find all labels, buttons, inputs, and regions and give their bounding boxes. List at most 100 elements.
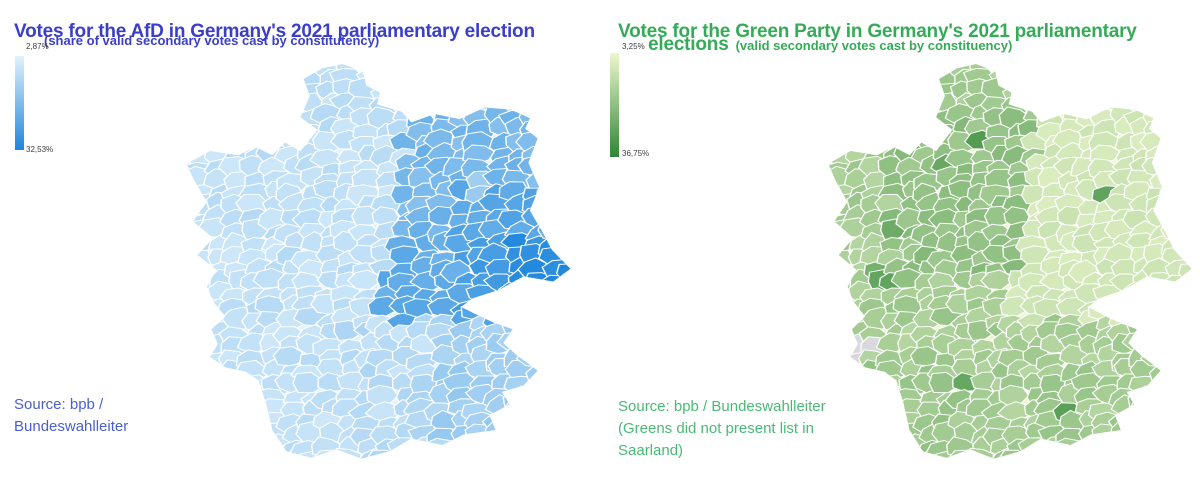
constituency-cell [442,79,476,101]
constituency-cell [540,441,571,459]
constituency-cell [1173,122,1192,144]
constituency-cell [263,91,296,115]
constituency-cell [865,423,896,445]
constituency-cell [429,94,463,117]
constituency-cell [859,128,890,152]
constituency-cell [828,436,855,457]
constituency-cell [1138,383,1173,405]
constituency-cell [501,320,539,342]
constituency-cell [520,333,556,356]
constituency-cell [1182,156,1192,177]
constituency-cell [1056,448,1088,459]
constituency-cell [1114,436,1142,457]
constituency-cell [1180,349,1192,372]
constituency-cell [1181,236,1192,258]
constituency-cell [521,395,551,417]
constituency-cell [528,375,557,399]
constituency-cell [220,90,254,114]
constituency-cell [828,92,855,113]
constituency-cell [522,280,556,302]
constituency-cell [1161,394,1192,418]
constituency-cell [413,70,443,95]
constituency-cell [837,80,868,103]
constituency-cell [186,295,218,317]
constituency-cell [540,281,571,306]
constituency-cell [828,424,841,447]
constituency-cell [204,69,239,92]
constituency-cell [535,424,571,448]
constituency-cell [828,118,840,141]
constituency-cell [218,386,248,409]
constituency-cell [560,322,571,346]
constituency-cell [1165,386,1192,407]
constituency-cell [555,207,571,228]
constituency-cell [540,454,571,459]
constituency-cell [261,122,293,144]
constituency-cell [828,347,845,369]
constituency-cell [1186,131,1192,155]
constituency-cell [186,69,204,92]
constituency-cell [1111,449,1143,459]
constituency-cell [488,436,518,457]
constituency-cell [222,80,251,102]
constituency-cell [225,423,258,445]
constituency-cell [552,295,571,318]
constituency-cell [828,322,839,343]
green-legend-max-label: 36,75% [622,149,650,158]
constituency-cell [1131,435,1163,458]
constituency-cell [186,424,200,447]
constituency-cell [543,207,571,228]
constituency-cell [828,245,841,266]
constituency-cell [828,68,856,92]
constituency-cell [186,68,216,92]
constituency-cell [857,451,890,459]
constituency-cell [859,122,892,144]
constituency-cell [1144,333,1178,356]
constituency-cell [1094,80,1124,101]
constituency-cell [447,440,481,459]
constituency-cell [1128,375,1162,396]
constituency-cell [1146,92,1178,115]
constituency-cell [186,185,202,207]
constituency-cell [186,80,217,101]
constituency-cell [503,398,535,422]
constituency-cell [828,425,856,448]
constituency-cell [186,285,196,307]
constituency-cell [828,454,837,459]
constituency-cell [559,173,571,196]
constituency-cell [1107,64,1140,82]
afd-source-line: Source: bpb / [14,396,104,413]
constituency-cell [389,449,421,459]
constituency-cell [828,80,842,102]
constituency-cell [861,408,893,430]
constituency-cell [873,64,908,80]
constituency-cell [1180,196,1192,218]
constituency-cell [514,383,551,405]
constituency-cell [877,81,909,102]
constituency-cell [1131,423,1166,445]
constituency-cell [842,450,874,459]
constituency-cell [1163,66,1192,87]
constituency-cell [1159,102,1189,126]
constituency-cell [206,91,242,114]
green-title-line2: elections (valid secondary votes cast by … [648,34,1012,56]
constituency-cell [274,64,305,79]
constituency-cell [1143,80,1176,104]
constituency-cell [525,437,556,458]
constituency-cell [186,415,217,436]
constituency-cell [558,108,571,131]
constituency-cell [540,66,571,87]
constituency-cell [1145,395,1174,417]
constituency-cell [1162,274,1192,298]
constituency-cell [828,402,844,426]
green-legend-gradient [610,53,619,157]
constituency-cell [1166,64,1192,75]
constituency-cell [186,373,212,396]
constituency-cell [224,72,260,92]
constituency-cell [1069,64,1102,74]
constituency-cell [427,448,461,459]
constituency-cell [1035,79,1069,101]
constituency-cell [186,362,221,383]
constituency-cell [450,66,484,88]
constituency-cell [828,415,857,436]
